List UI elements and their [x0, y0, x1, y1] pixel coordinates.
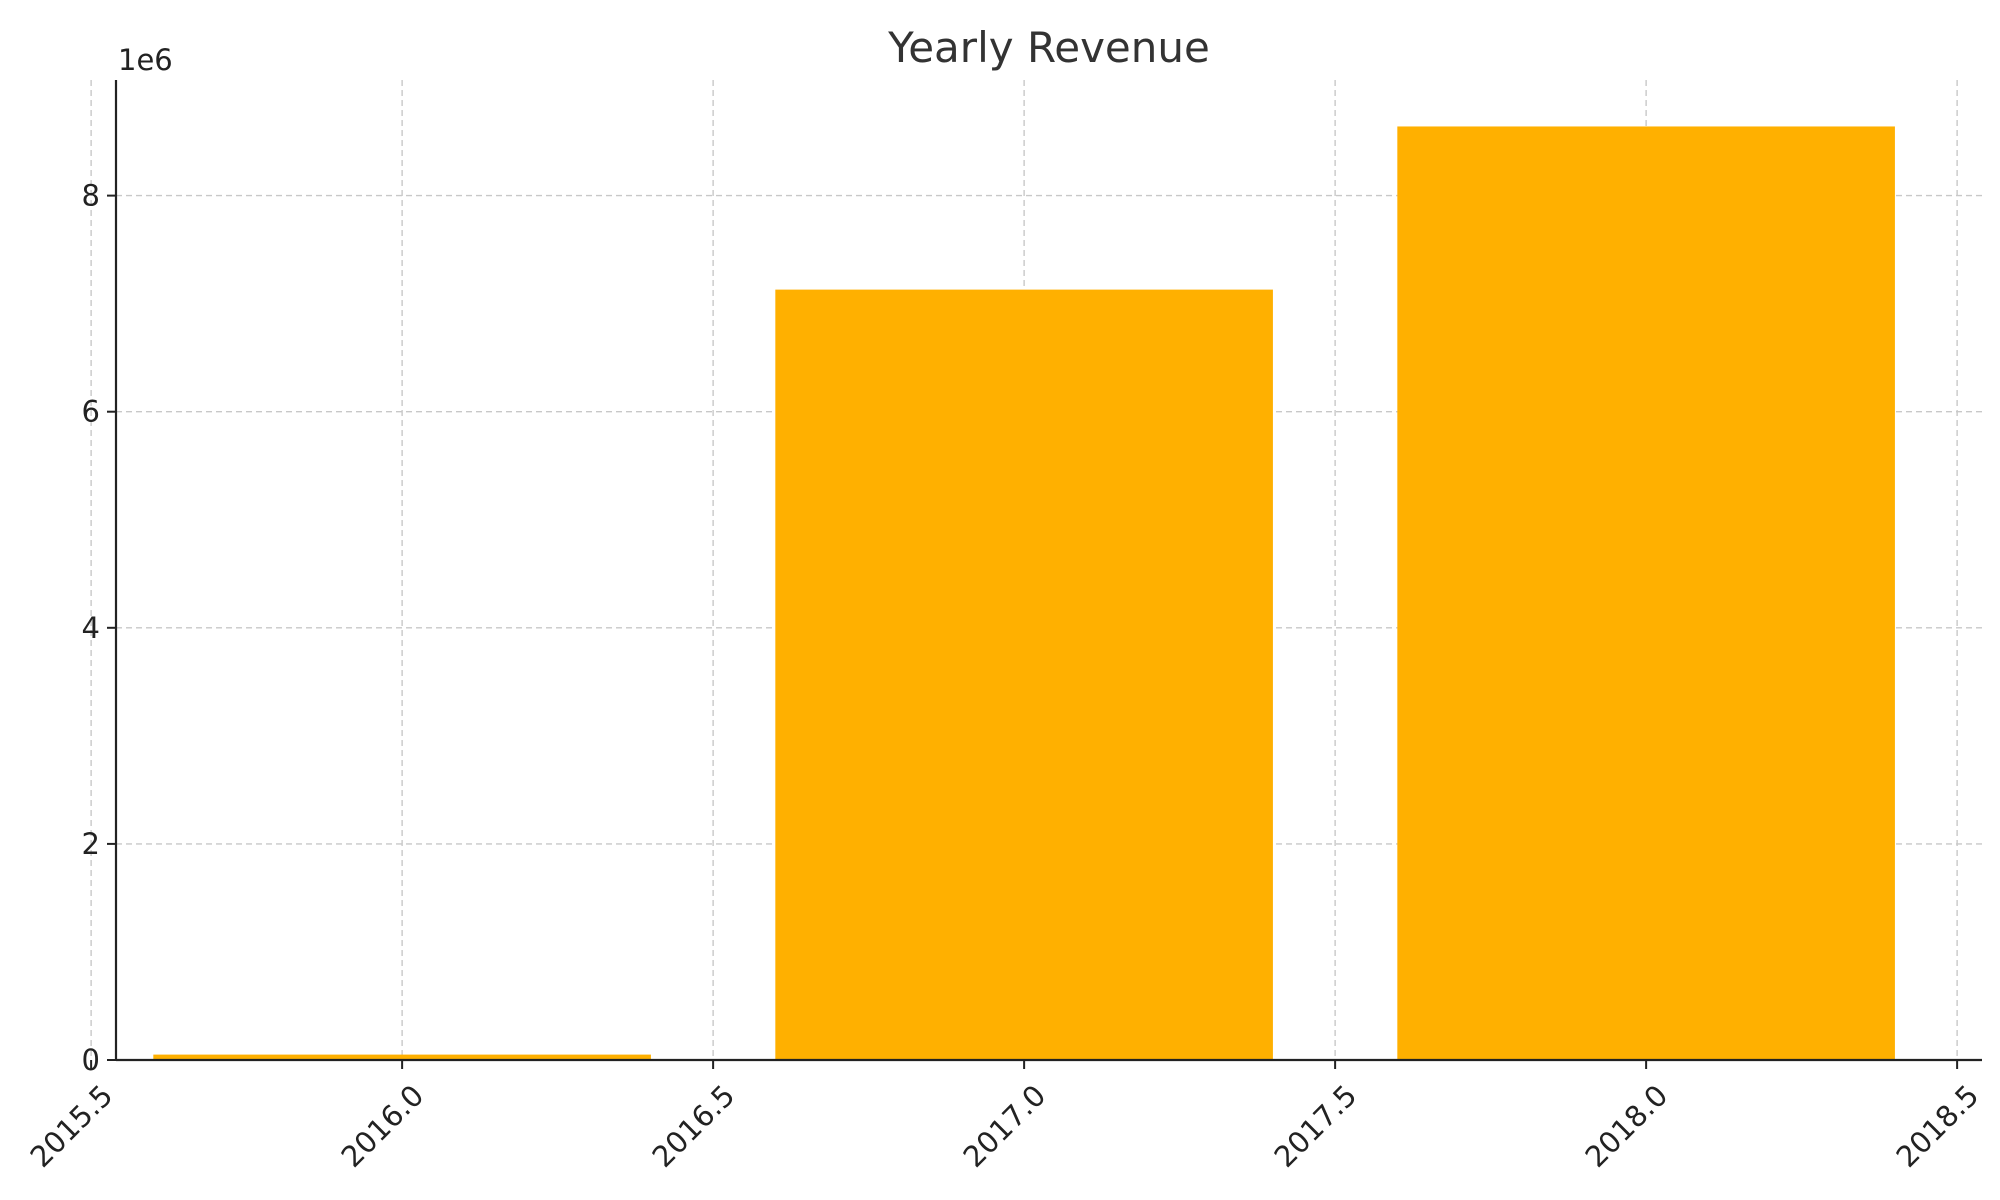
x-tick-label: 2017.5 — [1268, 1078, 1364, 1174]
x-tick-label: 2017.0 — [957, 1078, 1053, 1174]
y-tick-label: 4 — [82, 611, 100, 645]
bar-2016 — [153, 1054, 651, 1060]
axes — [114, 80, 1982, 1062]
x-tick-label: 2018.0 — [1579, 1078, 1675, 1174]
y-axis-ticks: 0 2 4 6 8 — [82, 179, 116, 1077]
x-axis-ticks: 2015.5 2016.0 2016.5 2017.0 2017.5 2018.0 2018… — [24, 1060, 1986, 1174]
bars — [153, 126, 1895, 1060]
x-tick-label: 2016.5 — [646, 1078, 742, 1174]
x-tick-label: 2018.5 — [1890, 1078, 1986, 1174]
y-tick-label: 2 — [82, 827, 100, 861]
chart-title: Yearly Revenue — [887, 23, 1210, 72]
bar-2017 — [775, 289, 1273, 1060]
y-tick-label: 8 — [82, 179, 100, 213]
y-tick-label: 6 — [82, 395, 100, 429]
x-tick-label: 2016.0 — [335, 1078, 431, 1174]
y-axis-offset-label: 1e6 — [118, 43, 173, 77]
x-tick-label: 2015.5 — [24, 1078, 120, 1174]
bar-2018 — [1397, 126, 1895, 1060]
y-tick-label: 0 — [82, 1043, 100, 1077]
